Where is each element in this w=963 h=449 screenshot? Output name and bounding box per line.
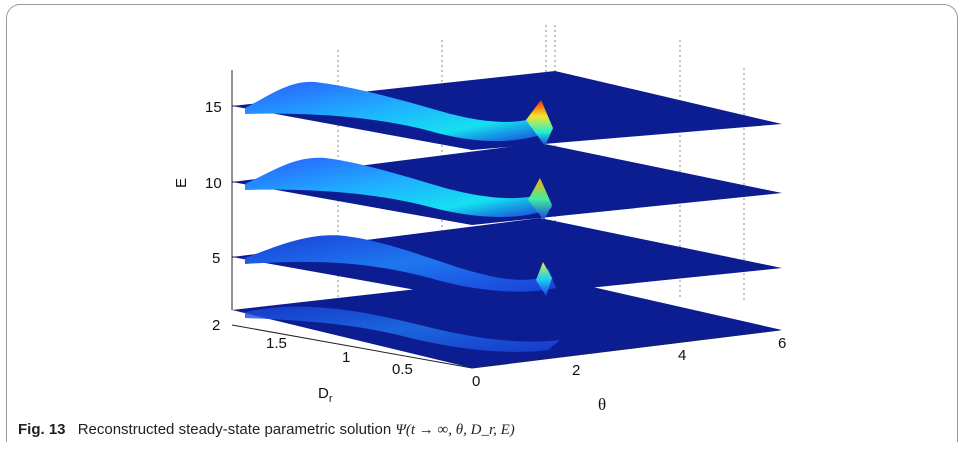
slice-e15 xyxy=(232,71,782,150)
slice-e0 xyxy=(232,275,782,368)
theta-tick-label: 2 xyxy=(572,362,580,379)
dr-tick-label: 2 xyxy=(212,317,220,334)
theta-tick-label: 4 xyxy=(678,347,686,364)
slice-e10 xyxy=(232,143,782,225)
caption-text: Reconstructed steady-state parametric so… xyxy=(77,421,392,438)
dr-axis-label: Dr xyxy=(318,385,333,405)
dr-tick-label: 1.5 xyxy=(266,335,287,352)
surface-plot: 15 10 5 E 2 1.5 1 0.5 Dr 0 2 4 6 θ xyxy=(173,25,786,414)
theta-tick-label: 0 xyxy=(472,373,480,390)
dr-tick-label: 0.5 xyxy=(392,361,413,378)
figure-caption: Fig. 13 Reconstructed steady-state param… xyxy=(18,421,515,439)
theta-tick-label: 6 xyxy=(778,335,786,352)
z-tick-label: 5 xyxy=(212,250,220,267)
z-axis-label: E xyxy=(173,178,190,188)
figure-number: Fig. 13 xyxy=(18,421,66,438)
theta-axis-label: θ xyxy=(598,395,606,414)
figure-frame xyxy=(6,4,958,442)
slice-e5 xyxy=(232,218,782,300)
caption-formula: Ψ(t → ∞, θ, D_r, E) xyxy=(395,422,515,438)
z-tick-label: 15 xyxy=(205,99,222,116)
dr-tick-label: 1 xyxy=(342,349,350,366)
z-tick-label: 10 xyxy=(205,175,222,192)
